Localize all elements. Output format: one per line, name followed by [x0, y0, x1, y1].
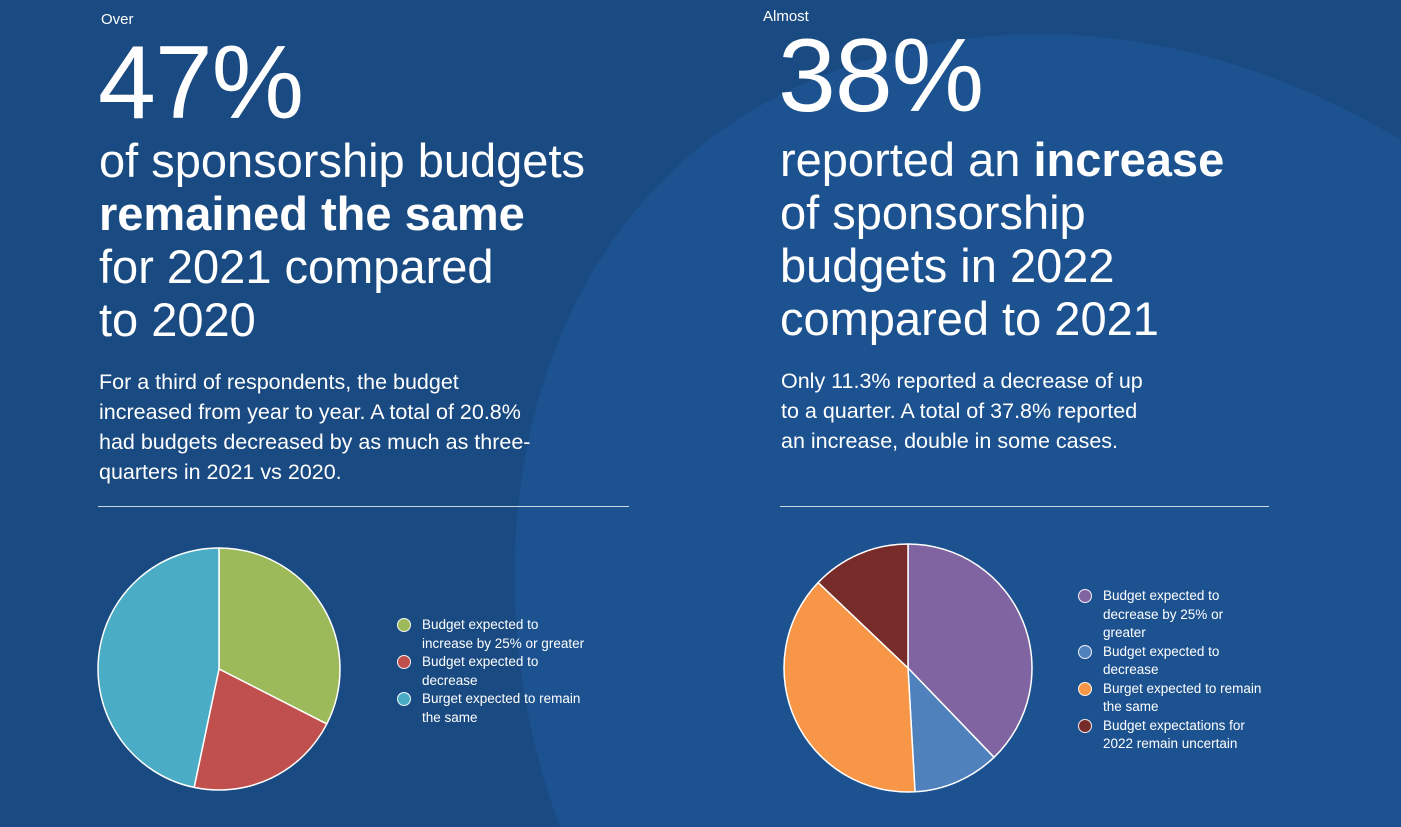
- legend-swatch: [397, 618, 411, 632]
- legend-label: Burget expected to remain the same: [422, 690, 580, 727]
- left-pie-legend: Budget expected to increase by 25% or gre…: [397, 616, 584, 727]
- right-headline: reported an increase of sponsorship budg…: [780, 133, 1224, 345]
- pie-slice: [97, 547, 220, 789]
- right-pie-chart: [783, 543, 1033, 793]
- left-headline-line: of sponsorship budgets: [99, 134, 585, 187]
- pie-slice: [783, 581, 916, 793]
- legend-swatch: [1078, 589, 1092, 603]
- body-line: Only 11.3% reported a decrease of up: [781, 369, 1143, 393]
- legend-label-line: increase by 25% or greater: [422, 635, 585, 651]
- body-line: For a third of respondents, the budget: [99, 370, 459, 394]
- legend-label: Burget expected to remain the same: [1103, 680, 1261, 717]
- legend-label-line: Burget expected to remain: [1103, 680, 1262, 696]
- left-panel: Over 47% of sponsorship budgets remained…: [0, 0, 700, 827]
- right-headline-line: compared to 2021: [780, 292, 1159, 345]
- pie-slice: [193, 668, 328, 791]
- legend-label-line: Budget expected to: [422, 654, 539, 669]
- legend-label-line: Budget expected to: [422, 617, 539, 632]
- legend-label-line: Budget expected to: [1103, 588, 1220, 603]
- legend-item: Budget expected to increase by 25% or gre…: [397, 616, 584, 653]
- body-line: an increase, double in some cases.: [781, 429, 1119, 453]
- right-panel: Almost 38% reported an increase of spons…: [700, 0, 1401, 827]
- right-headline-line: of sponsorship: [780, 186, 1086, 239]
- right-big-number: 38%: [778, 18, 984, 134]
- legend-label: Budget expected to decrease: [422, 653, 538, 690]
- left-headline-line: for 2021 compared: [99, 240, 494, 293]
- pie-slice: [907, 667, 995, 793]
- legend-label-line: decrease by 25% or: [1103, 606, 1224, 622]
- right-kicker: Almost: [763, 8, 809, 25]
- left-headline-emphasis: remained the same: [99, 187, 525, 240]
- legend-item: Burget expected to remain the same: [1078, 680, 1261, 717]
- legend-label-line: greater: [1103, 625, 1146, 640]
- legend-label: Budget expectations for 2022 remain uncer…: [1103, 717, 1245, 754]
- legend-label: Budget expected to decrease by 25% or grea…: [1103, 587, 1223, 643]
- legend-label: Budget expected to increase by 25% or gre…: [422, 616, 584, 653]
- body-line: to a quarter. A total of 37.8% reported: [781, 399, 1138, 423]
- left-pie-chart: [97, 547, 341, 791]
- right-body-text: Only 11.3% reported a decrease of up to …: [781, 366, 1143, 456]
- legend-swatch: [1078, 681, 1092, 696]
- right-pie-legend: Budget expected to decrease by 25% or grea…: [1078, 587, 1261, 754]
- left-body-text: For a third of respondents, the budget i…: [99, 367, 530, 487]
- legend-label-line: decrease: [422, 672, 478, 688]
- left-divider: [98, 506, 629, 507]
- legend-swatch: [397, 655, 411, 669]
- legend-swatch: [1078, 644, 1092, 659]
- legend-item: Budget expected to decrease: [1078, 643, 1261, 680]
- legend-label-line: decrease: [1103, 662, 1159, 677]
- pie-slice: [817, 543, 909, 669]
- legend-item: Budget expected to decrease: [397, 653, 584, 690]
- right-divider: [780, 506, 1269, 507]
- left-big-number: 47%: [98, 25, 304, 141]
- pie-slice: [218, 547, 341, 725]
- legend-label-line: Budget expected to: [1103, 643, 1220, 659]
- pie-slice: [907, 543, 1033, 759]
- legend-label: Budget expected to decrease: [1103, 643, 1219, 680]
- legend-label-line: 2022 remain uncertain: [1103, 736, 1238, 751]
- left-headline: of sponsorship budgets remained the same…: [99, 134, 585, 346]
- right-headline-line: reported an increase: [780, 133, 1224, 186]
- left-headline-line: remained the same: [99, 187, 585, 240]
- legend-label-line: Burget expected to remain: [422, 691, 581, 706]
- body-line: quarters in 2021 vs 2020.: [99, 460, 342, 484]
- legend-item: Budget expectations for 2022 remain uncer…: [1078, 717, 1261, 754]
- legend-label-line: the same: [422, 709, 478, 725]
- background-swoosh: [514, 34, 1401, 827]
- legend-label-line: the same: [1103, 699, 1159, 714]
- legend-swatch: [1078, 718, 1092, 733]
- body-line: had budgets decreased by as much as thre…: [99, 430, 531, 454]
- left-kicker: Over: [101, 11, 134, 28]
- legend-item: Burget expected to remain the same: [397, 690, 584, 727]
- legend-label-line: Budget expectations for: [1103, 717, 1245, 733]
- legend-item: Budget expected to decrease by 25% or grea…: [1078, 587, 1261, 643]
- right-headline-text: reported an: [780, 133, 1034, 186]
- right-headline-emphasis: increase: [1033, 133, 1225, 186]
- legend-swatch: [397, 692, 411, 706]
- right-headline-line: budgets in 2022: [780, 239, 1115, 292]
- left-headline-line: to 2020: [99, 293, 256, 346]
- body-line: increased from year to year. A total of …: [99, 400, 521, 424]
